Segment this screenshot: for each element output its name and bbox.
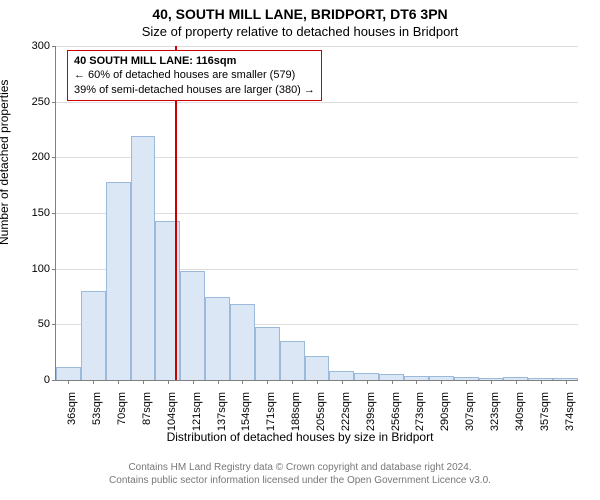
x-tick-mark (292, 380, 293, 384)
x-tick-label: 290sqm (439, 392, 451, 431)
x-tick-label: 53sqm (91, 392, 103, 425)
attribution-text: Contains HM Land Registry data © Crown c… (0, 462, 600, 487)
histogram-bar (329, 371, 354, 380)
x-tick-mark (441, 380, 442, 384)
annotation-line-3: 39% of semi-detached houses are larger (… (74, 83, 315, 97)
y-axis-title: Number of detached properties (0, 80, 11, 245)
x-tick-label: 137sqm (216, 392, 228, 431)
histogram-bar (56, 367, 81, 380)
x-tick-mark (68, 380, 69, 384)
x-tick-mark (367, 380, 368, 384)
x-tick-label: 273sqm (414, 392, 426, 431)
x-tick-label: 239sqm (365, 392, 377, 431)
histogram-bar (230, 304, 255, 380)
x-tick-label: 357sqm (539, 392, 551, 431)
x-tick-mark (317, 380, 318, 384)
x-tick-label: 340sqm (514, 392, 526, 431)
x-tick-mark (392, 380, 393, 384)
chart-title-sub: Size of property relative to detached ho… (0, 24, 600, 39)
y-tick-label: 0 (44, 374, 56, 386)
histogram-bar (180, 271, 205, 380)
histogram-bar (81, 291, 106, 380)
x-tick-label: 374sqm (564, 392, 576, 431)
x-tick-label: 188sqm (290, 392, 302, 431)
histogram-bar (255, 327, 280, 380)
chart-title-main: 40, SOUTH MILL LANE, BRIDPORT, DT6 3PN (0, 6, 600, 22)
x-tick-mark (193, 380, 194, 384)
x-tick-mark (491, 380, 492, 384)
x-tick-label: 104sqm (166, 392, 178, 431)
histogram-bar (305, 356, 330, 380)
x-tick-label: 36sqm (66, 392, 78, 425)
x-tick-mark (516, 380, 517, 384)
x-tick-mark (416, 380, 417, 384)
gridline (56, 102, 578, 103)
x-tick-mark (118, 380, 119, 384)
x-axis-title: Distribution of detached houses by size … (0, 430, 600, 444)
y-tick-label: 200 (32, 151, 56, 163)
histogram-bar (354, 373, 379, 380)
y-tick-label: 150 (32, 207, 56, 219)
x-tick-mark (168, 380, 169, 384)
histogram-bar (205, 297, 230, 381)
x-tick-label: 205sqm (315, 392, 327, 431)
x-tick-label: 70sqm (116, 392, 128, 425)
x-tick-label: 307sqm (464, 392, 476, 431)
x-tick-label: 222sqm (340, 392, 352, 431)
annotation-title: 40 SOUTH MILL LANE: 116sqm (74, 54, 315, 68)
histogram-bar (280, 341, 305, 380)
x-tick-label: 323sqm (489, 392, 501, 431)
attribution-line-1: Contains HM Land Registry data © Crown c… (128, 462, 471, 473)
annotation-line-2: ← 60% of detached houses are smaller (57… (74, 68, 315, 82)
x-tick-label: 256sqm (390, 392, 402, 431)
histogram-bar (106, 182, 131, 380)
x-tick-mark (466, 380, 467, 384)
x-tick-mark (143, 380, 144, 384)
x-tick-label: 154sqm (240, 392, 252, 431)
x-tick-label: 87sqm (141, 392, 153, 425)
x-tick-mark (242, 380, 243, 384)
gridline (56, 46, 578, 47)
attribution-line-2: Contains public sector information licen… (109, 475, 491, 486)
x-tick-mark (93, 380, 94, 384)
plot-area: 05010015020025030036sqm53sqm70sqm87sqm10… (55, 46, 578, 381)
y-tick-label: 100 (32, 263, 56, 275)
annotation-box: 40 SOUTH MILL LANE: 116sqm← 60% of detac… (67, 50, 322, 101)
y-tick-label: 300 (32, 40, 56, 52)
x-tick-mark (218, 380, 219, 384)
x-tick-mark (541, 380, 542, 384)
x-tick-label: 121sqm (191, 392, 203, 431)
y-tick-label: 250 (32, 96, 56, 108)
x-tick-mark (342, 380, 343, 384)
y-tick-label: 50 (38, 318, 56, 330)
histogram-bar (131, 136, 156, 380)
x-tick-mark (267, 380, 268, 384)
x-tick-label: 171sqm (265, 392, 277, 431)
x-tick-mark (566, 380, 567, 384)
